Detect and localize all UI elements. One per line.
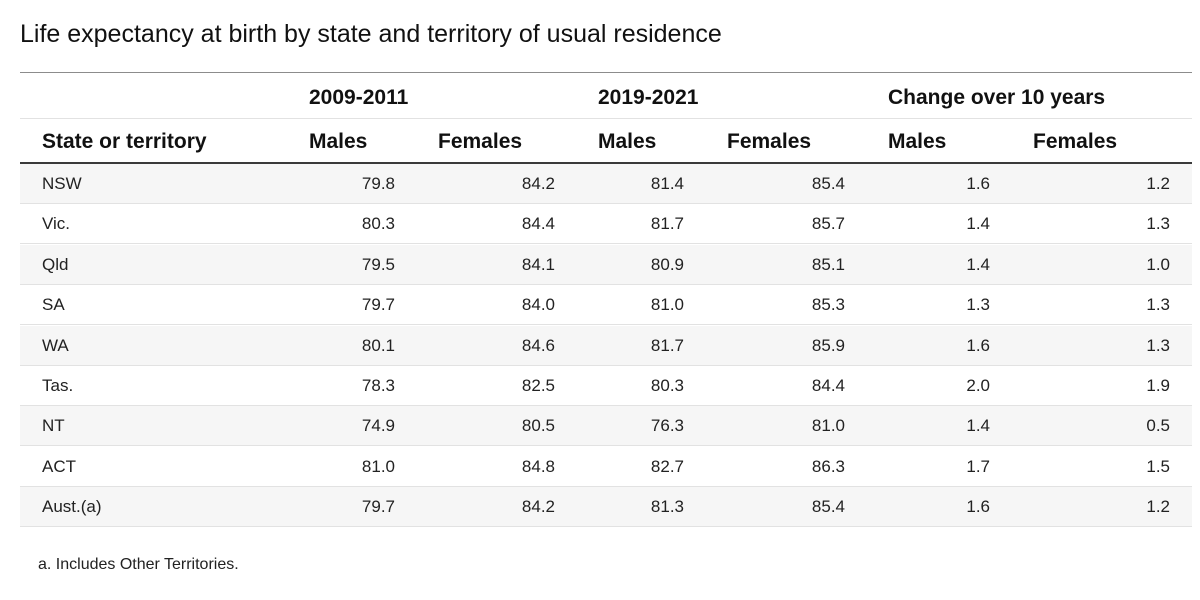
table-row: NSW 79.8 84.2 81.4 85.4 1.6 1.2 <box>20 164 1192 204</box>
state-cell: ACT <box>42 456 76 476</box>
state-cell: Aust.(a) <box>42 497 102 517</box>
value-cell: 84.2 <box>521 497 555 517</box>
table-row: Aust.(a) 79.7 84.2 81.3 85.4 1.6 1.2 <box>20 487 1192 528</box>
state-cell: SA <box>42 295 65 315</box>
group-header-divider <box>20 118 1192 119</box>
value-cell: 79.8 <box>361 174 395 193</box>
value-cell: 1.4 <box>966 214 990 234</box>
value-cell: 1.5 <box>1146 456 1170 476</box>
value-cell: 81.7 <box>650 214 684 234</box>
value-cell: 84.4 <box>521 214 555 234</box>
value-cell: 84.6 <box>521 335 555 355</box>
value-cell: 1.3 <box>966 295 990 315</box>
value-cell: 81.0 <box>361 456 395 476</box>
state-cell: NSW <box>42 174 82 193</box>
value-cell: 80.3 <box>361 214 395 234</box>
group-header-change: Change over 10 years <box>888 86 1106 109</box>
value-cell: 0.5 <box>1146 416 1170 436</box>
value-cell: 1.4 <box>966 416 990 436</box>
column-header-females-2019: Females <box>727 130 812 153</box>
group-header-2019-2021: 2019-2021 <box>598 86 699 109</box>
value-cell: 80.3 <box>650 376 684 395</box>
value-cell: 84.1 <box>521 254 555 274</box>
table-row: NT 74.9 80.5 76.3 81.0 1.4 0.5 <box>20 406 1192 447</box>
value-cell: 86.3 <box>811 456 845 476</box>
value-cell: 1.2 <box>1146 174 1170 193</box>
value-cell: 85.7 <box>811 214 845 234</box>
value-cell: 81.7 <box>650 335 684 355</box>
value-cell: 84.0 <box>521 295 555 315</box>
value-cell: 80.5 <box>521 416 555 436</box>
column-header-females-change: Females <box>1033 130 1118 153</box>
table-row: WA 80.1 84.6 81.7 85.9 1.6 1.3 <box>20 325 1192 366</box>
state-cell: Vic. <box>42 214 71 234</box>
value-cell: 79.7 <box>361 295 395 315</box>
value-cell: 81.3 <box>650 497 684 517</box>
table-row: Tas. 78.3 82.5 80.3 84.4 2.0 1.9 <box>20 366 1192 406</box>
value-cell: 2.0 <box>966 376 990 395</box>
top-rule <box>20 72 1192 73</box>
group-header-2009-2011: 2009-2011 <box>309 86 409 109</box>
table-row: SA 79.7 84.0 81.0 85.3 1.3 1.3 <box>20 285 1192 326</box>
value-cell: 85.9 <box>811 335 845 355</box>
state-cell: NT <box>42 416 65 436</box>
value-cell: 81.0 <box>650 295 684 315</box>
state-cell: Qld <box>42 254 69 274</box>
value-cell: 1.6 <box>966 335 990 355</box>
value-cell: 1.7 <box>966 456 990 476</box>
column-header-males-change: Males <box>888 130 947 153</box>
value-cell: 80.1 <box>361 335 395 355</box>
value-cell: 82.5 <box>521 376 555 395</box>
header-rule <box>20 162 1192 164</box>
value-cell: 1.3 <box>1146 335 1170 355</box>
value-cell: 79.7 <box>361 497 395 517</box>
column-header-males-2019: Males <box>598 130 657 153</box>
value-cell: 74.9 <box>361 416 395 436</box>
column-header-state: State or territory <box>42 130 207 153</box>
value-cell: 85.4 <box>811 497 845 517</box>
table-row: ACT 81.0 84.8 82.7 86.3 1.7 1.5 <box>20 447 1192 487</box>
value-cell: 85.3 <box>811 295 845 315</box>
value-cell: 1.3 <box>1146 214 1170 234</box>
value-cell: 1.6 <box>966 497 990 517</box>
value-cell: 1.0 <box>1146 254 1170 274</box>
value-cell: 1.3 <box>1146 295 1170 315</box>
value-cell: 78.3 <box>361 376 395 395</box>
value-cell: 84.2 <box>521 174 555 193</box>
value-cell: 1.2 <box>1146 497 1170 517</box>
value-cell: 85.1 <box>811 254 845 274</box>
footnote: a. Includes Other Territories. <box>38 556 239 573</box>
column-header-males-2009: Males <box>309 130 368 153</box>
value-cell: 82.7 <box>650 456 684 476</box>
state-cell: WA <box>42 335 69 355</box>
table-row: Vic. 80.3 84.4 81.7 85.7 1.4 1.3 <box>20 204 1192 245</box>
value-cell: 76.3 <box>650 416 684 436</box>
value-cell: 84.4 <box>811 376 845 395</box>
value-cell: 81.4 <box>650 174 684 193</box>
value-cell: 1.6 <box>966 174 990 193</box>
value-cell: 79.5 <box>361 254 395 274</box>
table-row: Qld 79.5 84.1 80.9 85.1 1.4 1.0 <box>20 244 1192 285</box>
value-cell: 80.9 <box>650 254 684 274</box>
value-cell: 1.9 <box>1146 376 1170 395</box>
value-cell: 81.0 <box>811 416 845 436</box>
value-cell: 84.8 <box>521 456 555 476</box>
state-cell: Tas. <box>42 376 74 395</box>
table-title: Life expectancy at birth by state and te… <box>20 20 722 48</box>
value-cell: 85.4 <box>811 174 845 193</box>
column-header-females-2009: Females <box>438 130 523 153</box>
value-cell: 1.4 <box>966 254 990 274</box>
